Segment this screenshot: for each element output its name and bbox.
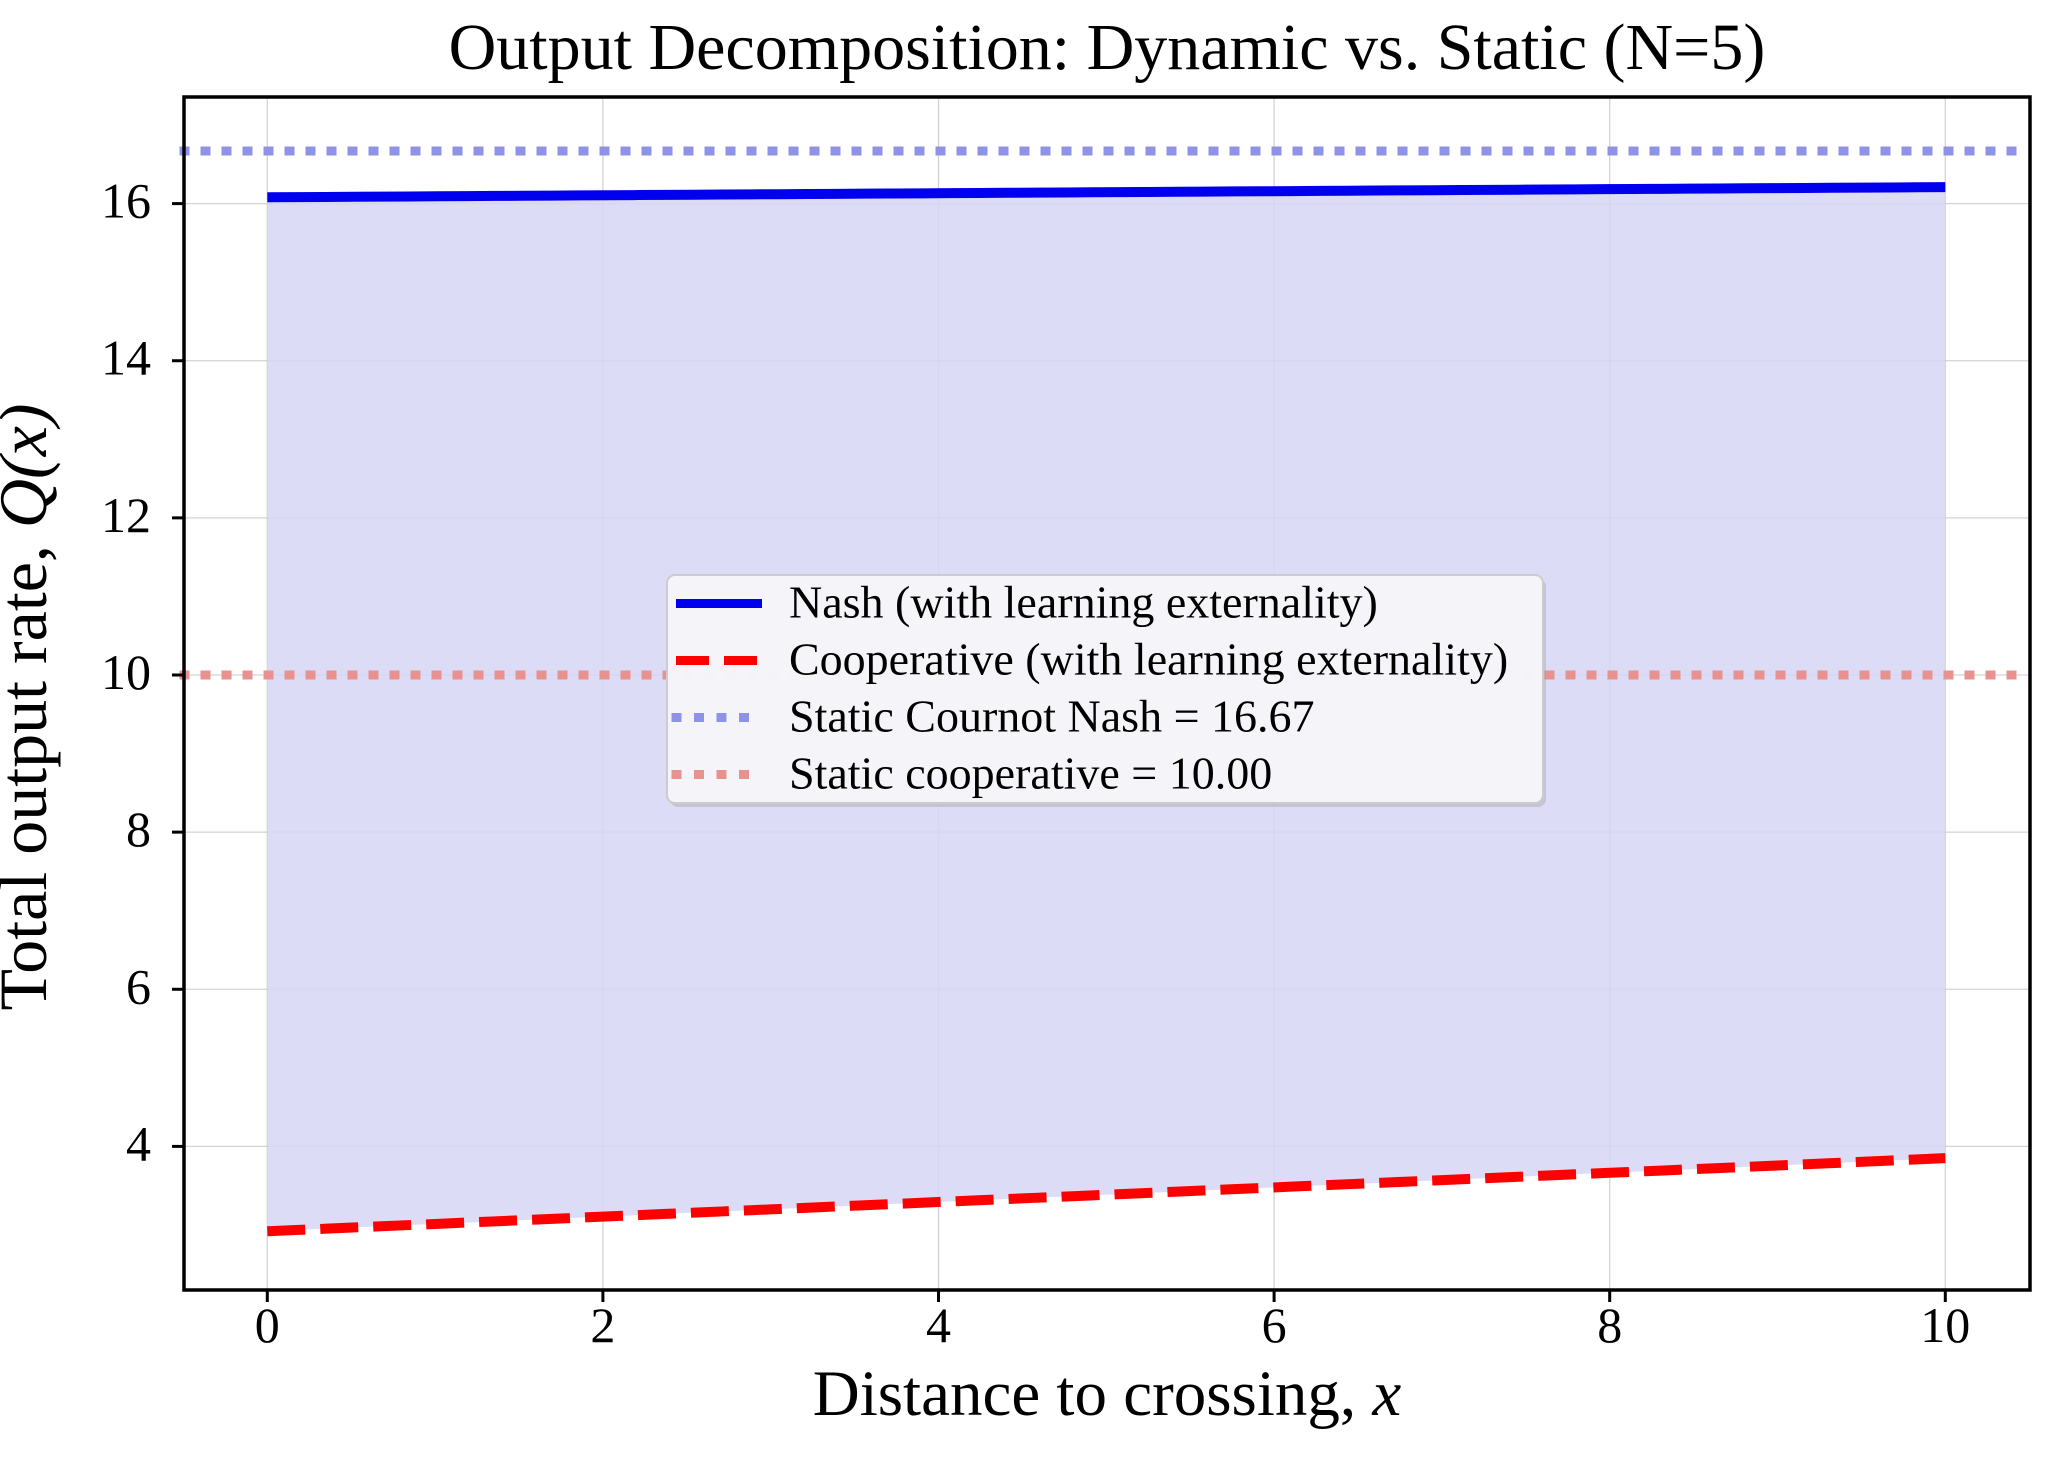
svg-text:Nash (with learning externalit: Nash (with learning externality): [789, 577, 1378, 628]
svg-text:16: 16: [101, 173, 151, 229]
svg-text:10: 10: [101, 644, 151, 700]
svg-text:6: 6: [1262, 1297, 1287, 1353]
svg-text:4: 4: [926, 1297, 951, 1353]
svg-text:10: 10: [1920, 1297, 1970, 1353]
svg-text:Cooperative (with learning ext: Cooperative (with learning externality): [789, 634, 1508, 685]
svg-text:Static cooperative = 10.00: Static cooperative = 10.00: [789, 748, 1272, 799]
svg-text:14: 14: [101, 330, 151, 386]
svg-text:Static Cournot Nash = 16.67: Static Cournot Nash = 16.67: [789, 691, 1315, 742]
svg-text:Total output rate, Q(x): Total output rate, Q(x): [0, 403, 61, 1010]
svg-text:4: 4: [126, 1115, 151, 1171]
svg-text:12: 12: [101, 487, 151, 543]
svg-text:2: 2: [590, 1297, 615, 1353]
svg-text:Distance to crossing, x: Distance to crossing, x: [813, 1358, 1402, 1430]
svg-text:8: 8: [126, 801, 151, 857]
svg-text:6: 6: [126, 958, 151, 1014]
svg-text:0: 0: [255, 1297, 280, 1353]
svg-text:8: 8: [1597, 1297, 1622, 1353]
svg-text:Output Decomposition: Dynamic: Output Decomposition: Dynamic vs. Static…: [449, 11, 1766, 84]
